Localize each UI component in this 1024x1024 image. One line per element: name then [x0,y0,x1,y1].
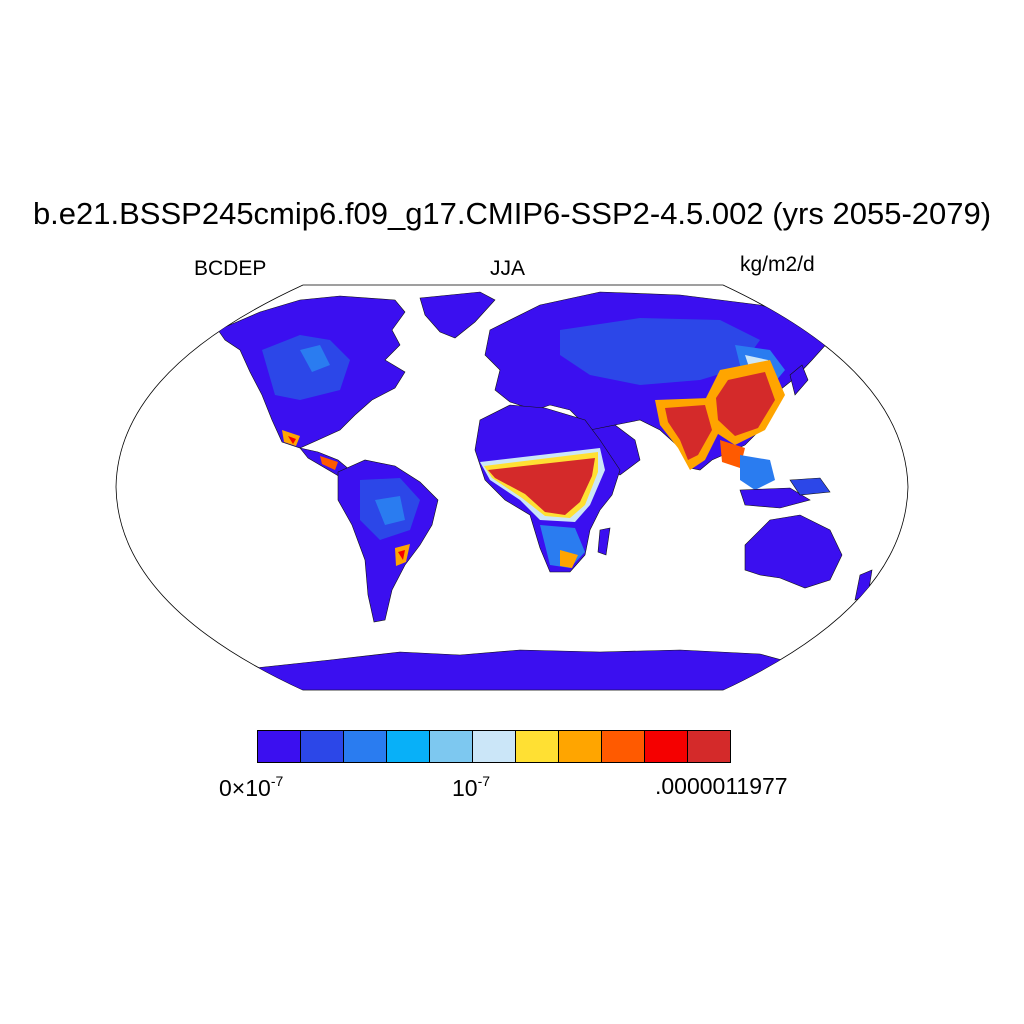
colorbar-box-4 [430,731,473,762]
colorbar-box-8 [602,731,645,762]
greenland [419,291,496,339]
colorbar-mid-label: 10-7 [452,773,491,801]
colorbar-box-2 [344,731,387,762]
colorbar-max-label: .0000011977 [655,773,788,799]
colorbar-box-6 [516,731,559,762]
variable-label: BCDEP [194,257,267,280]
colorbar-box-0 [258,731,301,762]
colorbar [257,730,731,763]
colorbar-min-label: 0×10-7 [219,773,284,801]
colorbar-box-10 [688,731,730,762]
plot-title: b.e21.BSSP245cmip6.f09_g17.CMIP6-SSP2-4.… [32,196,992,231]
colorbar-box-5 [473,731,516,762]
season-label: JJA [490,257,526,280]
units-label: kg/m2/d [740,253,815,276]
colorbar-box-7 [559,731,602,762]
colorbar-box-9 [645,731,688,762]
colorbar-box-3 [387,731,430,762]
antarctica [218,649,821,690]
australia [744,514,843,589]
colorbar-box-1 [301,731,344,762]
